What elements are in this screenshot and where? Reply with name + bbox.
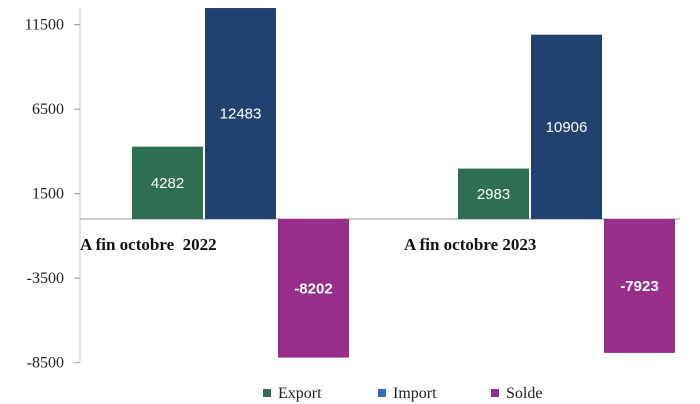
bar-solde (278, 219, 349, 358)
legend-swatch-import (378, 389, 386, 397)
y-axis-ticks: 11500 6500 1500 -3500 -8500 (25, 17, 80, 372)
y-tick-label: 1500 (32, 186, 64, 203)
bar-solde (604, 219, 675, 353)
y-tick-label: -8500 (27, 355, 64, 372)
y-tick-label: -3500 (27, 270, 64, 287)
category-labels: A fin octobre 2022 A fin octobre 2023 (80, 235, 536, 254)
bar-import (531, 34, 602, 219)
data-label-export: 2983 (477, 186, 510, 203)
legend-swatch-solde (491, 389, 499, 397)
y-tick-label: 6500 (32, 101, 64, 118)
legend-swatch-export (263, 389, 271, 397)
category-label: A fin octobre 2022 (80, 235, 217, 254)
bars (132, 8, 675, 358)
legend-label-import: Import (393, 385, 437, 402)
bar-export (458, 168, 529, 219)
bar-import (205, 8, 276, 220)
data-label-import: 12483 (220, 106, 262, 123)
data-labels: 4282 12483 -8202 2983 10906 -7923 (151, 106, 659, 298)
y-tick-label: 11500 (25, 17, 64, 34)
data-label-export: 4282 (151, 175, 184, 192)
data-label-solde: -8202 (294, 280, 332, 297)
legend-label-solde: Solde (506, 385, 542, 402)
legend-label-export: Export (278, 385, 322, 402)
bar-export (132, 146, 203, 219)
legend: Export Import Solde (263, 385, 542, 402)
category-label: A fin octobre 2023 (404, 235, 536, 254)
data-label-solde: -7923 (620, 278, 658, 295)
data-label-import: 10906 (546, 119, 588, 136)
